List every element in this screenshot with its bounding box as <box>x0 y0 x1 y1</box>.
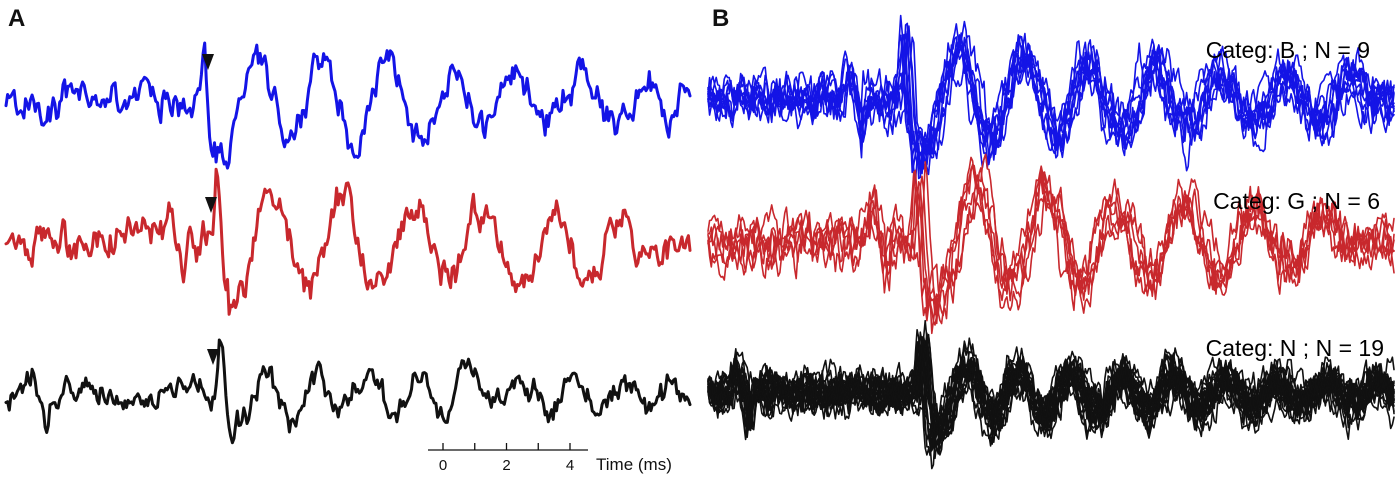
panel-label-b: B <box>712 5 729 32</box>
overlay-line-b-8 <box>707 20 1395 160</box>
category-label-g: Categ: G ; N = 6 <box>1213 188 1380 214</box>
category-label-n: Categ: N ; N = 19 <box>1206 335 1384 361</box>
panel-a-trace-b <box>4 41 692 170</box>
panel-a-trace-n <box>4 338 692 445</box>
overlay-line-b-9 <box>707 25 1395 176</box>
onset-arrowhead-g <box>205 197 217 213</box>
panel-a-single-waveforms <box>4 41 692 445</box>
time-tick-label-0: 0 <box>439 457 447 474</box>
onset-arrowhead-n <box>207 349 219 365</box>
category-label-b: Categ: B ; N = 9 <box>1206 37 1370 63</box>
panel-b-traces-g <box>707 153 1395 335</box>
panel-b-traces-b <box>707 14 1395 184</box>
overlay-line-g-5 <box>707 153 1395 325</box>
waveform-line-b <box>4 41 692 170</box>
time-tick-label-2: 2 <box>502 457 510 474</box>
panel-a-trace-g <box>4 167 692 316</box>
time-tick-label-4: 4 <box>566 457 574 474</box>
panel-label-a: A <box>8 5 25 32</box>
panel-b-traces-n <box>707 319 1395 470</box>
overlay-line-n-19 <box>707 343 1395 451</box>
waveform-line-g <box>4 167 692 316</box>
time-scale-bar: 0 2 4 <box>428 443 588 474</box>
overlay-line-g-6 <box>707 164 1395 322</box>
time-axis-title: Time (ms) <box>596 455 672 474</box>
overlay-line-b-6 <box>707 34 1395 166</box>
panel-b-overlaid-waveforms <box>707 14 1395 470</box>
waveform-line-n <box>4 338 692 445</box>
onset-arrowhead-b <box>202 54 214 70</box>
